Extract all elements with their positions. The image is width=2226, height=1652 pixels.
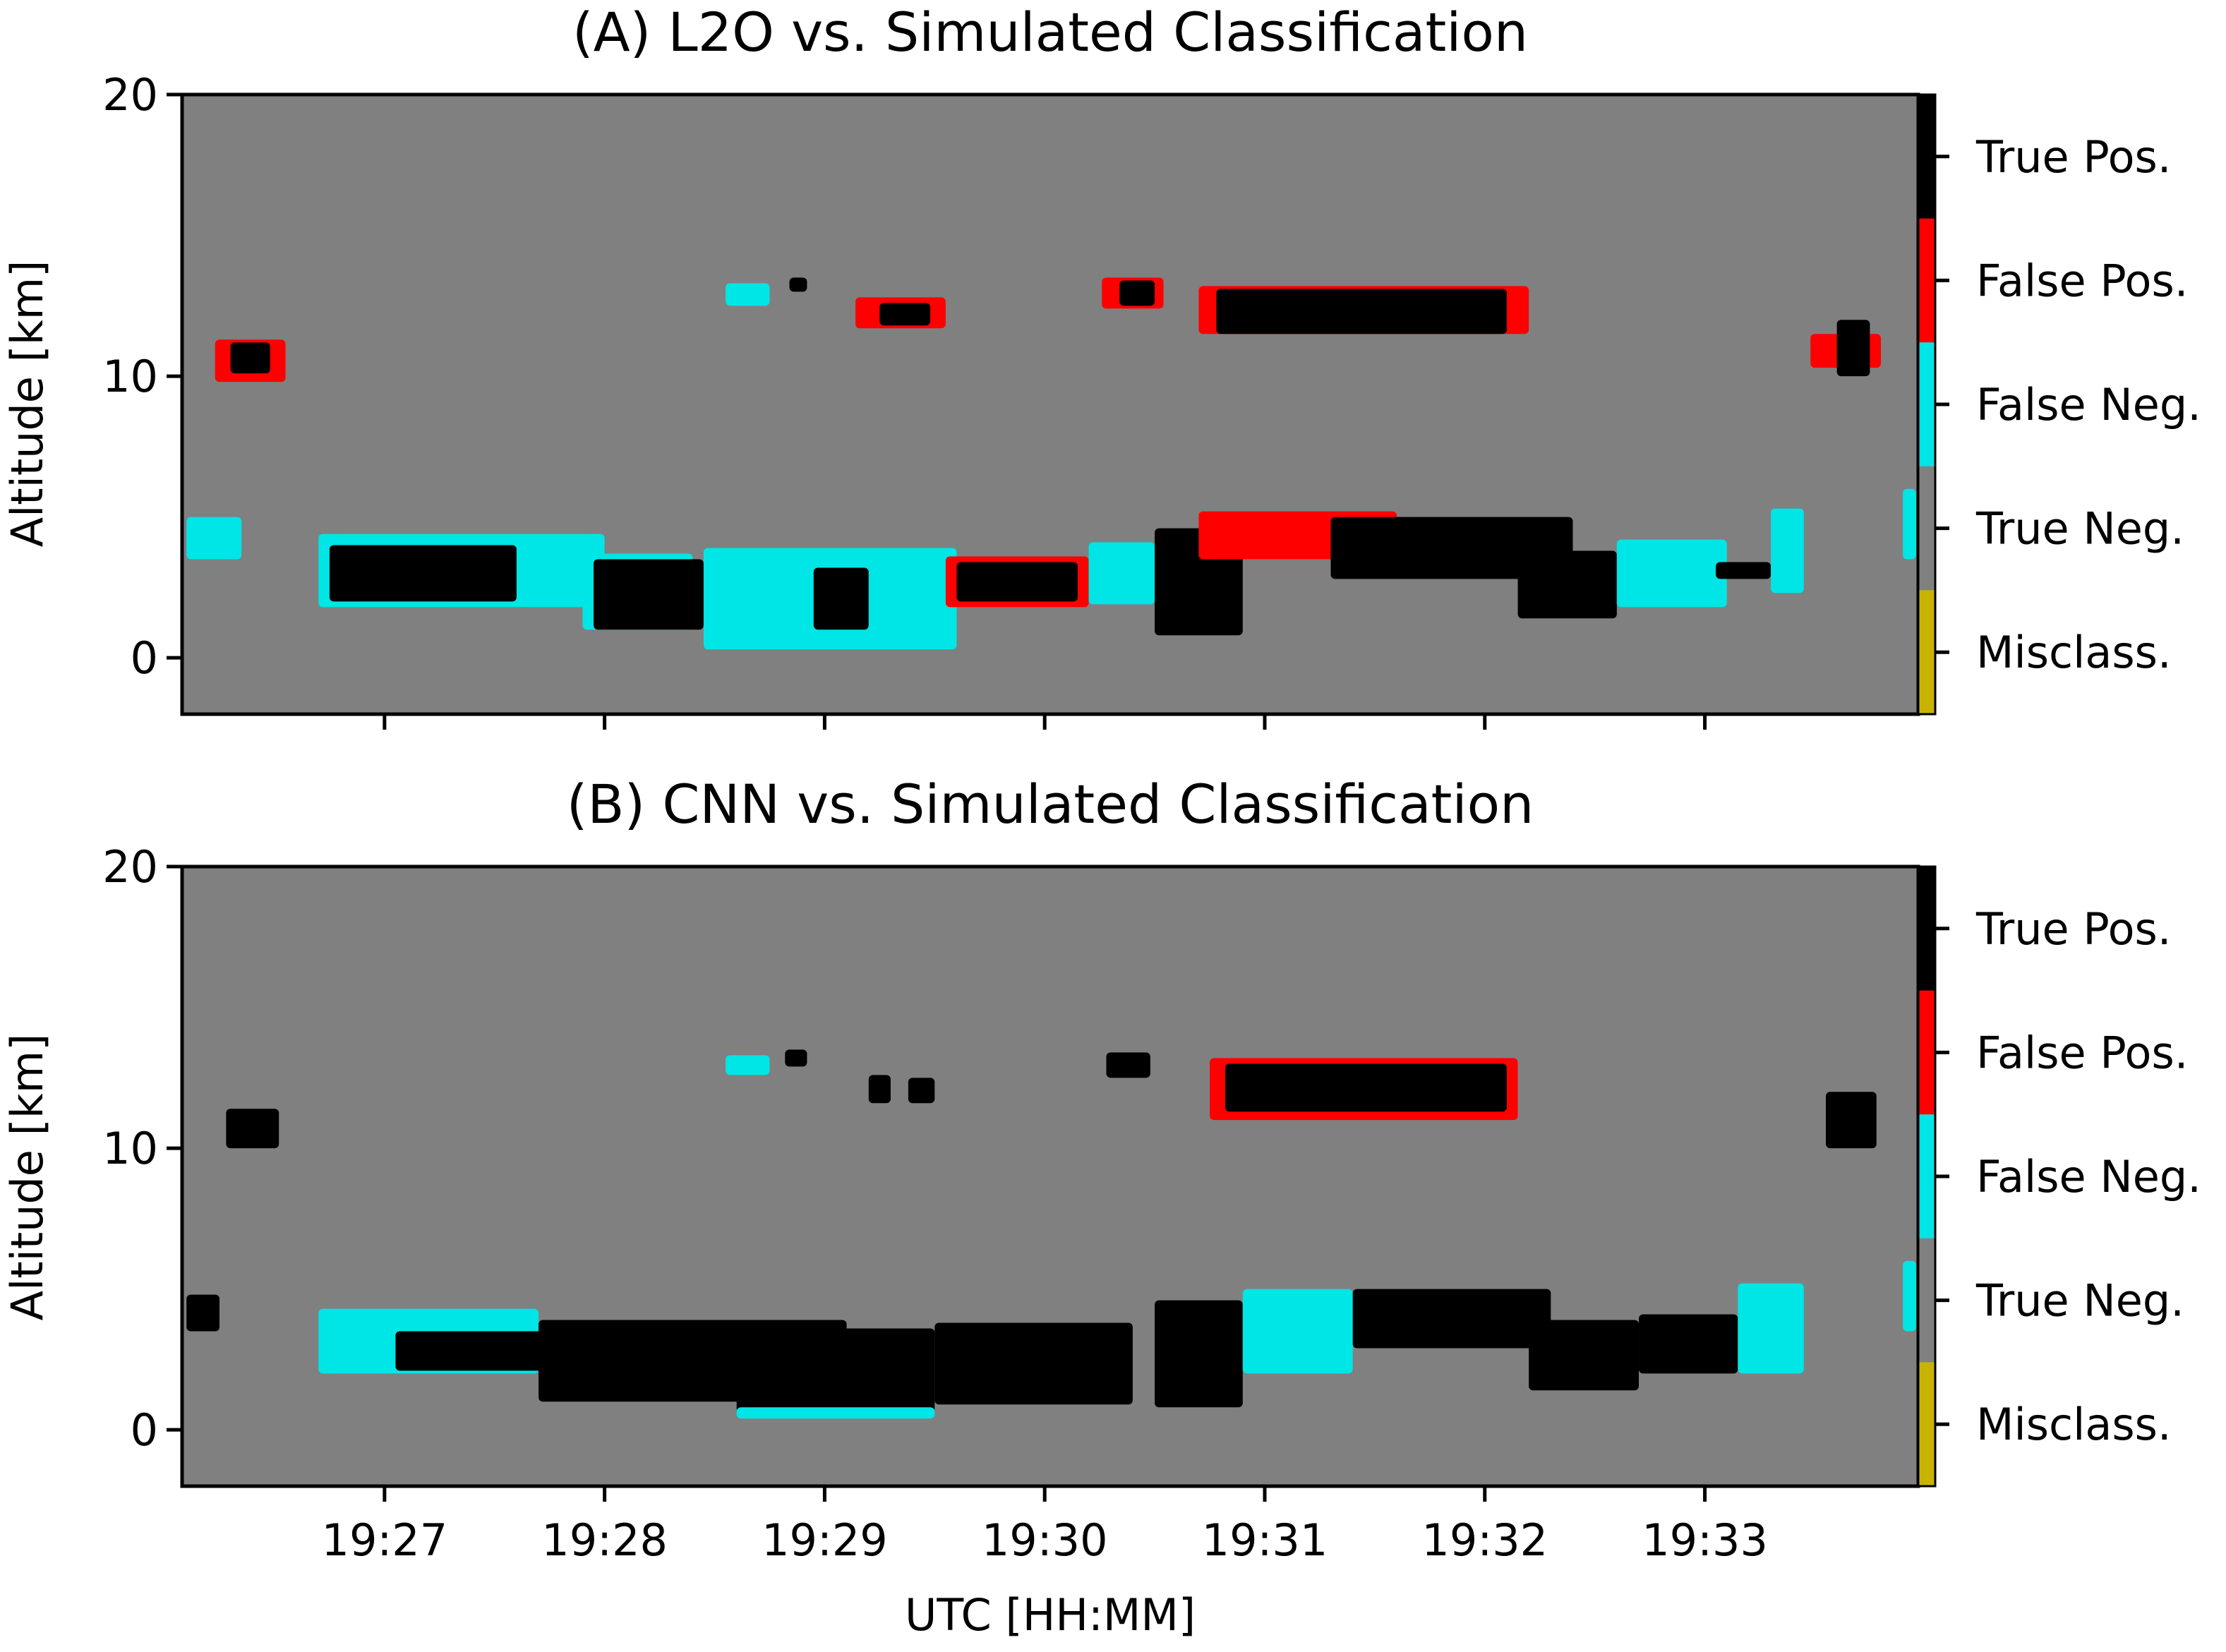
heatmap-region-true-pos [395, 1331, 550, 1371]
heatmap-region-true-pos [1836, 320, 1870, 377]
panel-a: (A) L2O vs. Simulated Classification Alt… [1, 1, 2201, 730]
colorbar-label: False Pos. [1976, 255, 2188, 306]
panel-b: (B) CNN vs. Simulated Classification Alt… [1, 773, 2201, 1566]
panel-title: (A) L2O vs. Simulated Classification [572, 1, 1528, 64]
heatmap-region-true-pos [1106, 1052, 1150, 1078]
heatmap-region-false-neg [1903, 1260, 1916, 1332]
colorbar-segment-false-neg [1918, 342, 1935, 467]
heatmap-region-true-pos [1517, 550, 1617, 619]
heatmap-region-true-pos [868, 1075, 891, 1104]
heatmap-area [182, 95, 1918, 714]
colorbar-segment-misclass [1918, 590, 1935, 715]
heatmap-region-false-neg [186, 517, 242, 560]
y-tick-label: 0 [131, 1404, 158, 1456]
x-axis-label: UTC [HH:MM] [905, 1589, 1196, 1641]
heatmap-area [182, 867, 1918, 1486]
heatmap-region-true-pos [1639, 1314, 1738, 1374]
colorbar-label: True Pos. [1975, 903, 2172, 955]
heatmap-region-true-pos [1216, 289, 1507, 334]
heatmap-region-true-pos [1330, 517, 1573, 579]
colorbar-segment-true-neg [1918, 466, 1935, 591]
y-tick-label: 10 [102, 1123, 158, 1174]
colorbar-label: Misclass. [1976, 627, 2172, 678]
colorbar-segment-false-pos [1918, 218, 1935, 343]
x-tick-label: 19:28 [541, 1514, 668, 1566]
heatmap-region-false-neg [726, 283, 770, 306]
heatmap-region-true-pos [594, 559, 704, 630]
heatmap-region-true-pos [1826, 1092, 1877, 1149]
colorbar-segment-false-pos [1918, 990, 1935, 1115]
colorbar-label: True Neg. [1975, 503, 2184, 555]
heatmap-region-true-pos [1225, 1063, 1507, 1112]
colorbar-segment-false-neg [1918, 1114, 1935, 1239]
y-axis-label: Altitude [km] [1, 1034, 53, 1321]
heatmap-region-true-pos [736, 1328, 935, 1413]
axes: 0 10 20 19:27 19:28 19:29 19:30 19:31 19:32 19:33 [102, 841, 1920, 1566]
heatmap-region-true-pos [1716, 562, 1771, 579]
x-tick-label: 19:27 [322, 1514, 448, 1566]
heatmap-region-true-pos [186, 1294, 220, 1332]
heatmap-region-true-pos [230, 342, 270, 374]
x-tick-label: 19:32 [1421, 1514, 1548, 1566]
heatmap-region-false-neg [1088, 542, 1155, 605]
heatmap-region-true-pos [1119, 280, 1155, 306]
heatmap-region-true-pos [785, 1049, 807, 1067]
heatmap-region-false-neg [736, 1407, 935, 1419]
colorbar: True Pos. False Pos. False Neg. True Neg. Mi… [1917, 93, 2201, 716]
colorbar-segment-true-pos [1918, 95, 1935, 219]
heatmap-region-true-pos [789, 277, 807, 292]
heatmap-region-false-neg [1242, 1289, 1353, 1374]
heatmap-background [182, 95, 1918, 714]
colorbar-label: True Pos. [1975, 131, 2172, 183]
x-tick-label: 19:29 [762, 1514, 888, 1566]
heatmap-region-true-pos [1529, 1320, 1640, 1391]
heatmap-region-true-pos [908, 1078, 935, 1104]
x-tick-label: 19:31 [1202, 1514, 1328, 1566]
panel-title: (B) CNN vs. Simulated Classification [567, 773, 1534, 836]
colorbar-segment-misclass [1918, 1362, 1935, 1487]
heatmap-region-true-pos [226, 1109, 279, 1149]
colorbar-segment-true-neg [1918, 1238, 1935, 1363]
heatmap-region-false-neg [1616, 539, 1727, 608]
y-tick-label: 0 [131, 632, 158, 684]
heatmap-region-false-neg [726, 1055, 770, 1075]
heatmap-region-false-neg [1771, 508, 1804, 593]
heatmap-region-true-pos [329, 545, 517, 602]
y-tick-label: 20 [102, 69, 158, 121]
y-tick-label: 10 [102, 351, 158, 402]
y-axis-label: Altitude [km] [1, 260, 53, 548]
colorbar: True Pos. False Pos. False Neg. True Neg. Mi… [1917, 865, 2201, 1488]
heatmap-region-true-pos [956, 562, 1078, 602]
colorbar-frame [1917, 93, 1937, 716]
heatmap-region-true-pos [1155, 1300, 1243, 1408]
y-tick-label: 20 [102, 841, 158, 893]
heatmap-region-false-neg [1903, 488, 1916, 560]
colorbar-label: False Pos. [1976, 1027, 2188, 1078]
x-tick-label: 19:33 [1642, 1514, 1768, 1566]
colorbar-label: False Neg. [1976, 379, 2201, 430]
colorbar-label: Misclass. [1976, 1399, 2172, 1450]
colorbar-label: False Neg. [1976, 1151, 2201, 1202]
colorbar-frame [1917, 865, 1937, 1488]
colorbar-segment-true-pos [1918, 867, 1935, 991]
heatmap-region-false-neg [1738, 1283, 1804, 1374]
heatmap-region-true-pos [1352, 1289, 1551, 1349]
colorbar-label: True Neg. [1975, 1275, 2184, 1327]
heatmap-region-true-pos [879, 303, 931, 326]
x-tick-label: 19:30 [982, 1514, 1108, 1566]
heatmap-region-true-pos [813, 567, 869, 630]
heatmap-region-true-pos [934, 1322, 1133, 1405]
